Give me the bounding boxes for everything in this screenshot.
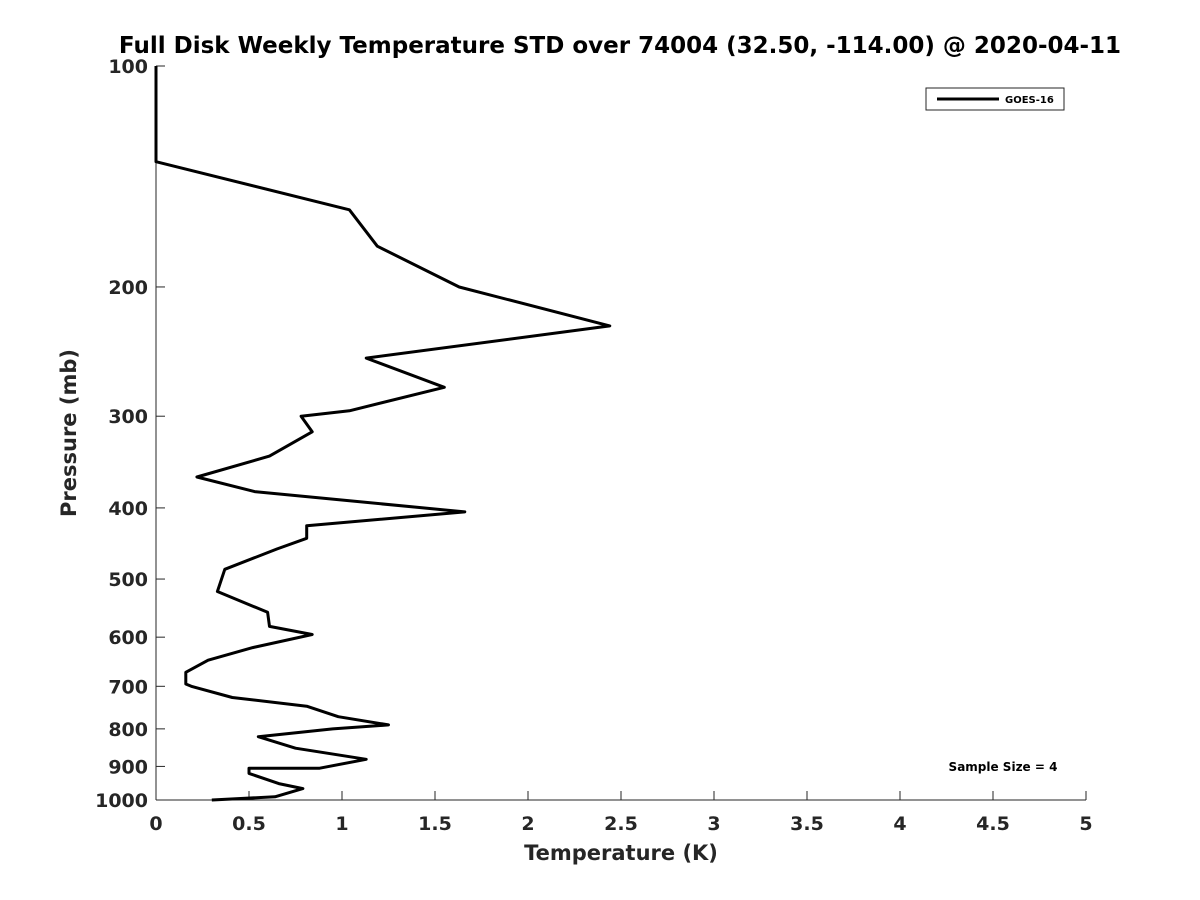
x-tick-label: 4: [893, 813, 906, 835]
y-tick-label: 800: [108, 719, 148, 741]
x-tick-label: 0.5: [232, 813, 266, 835]
x-tick-label: 0: [149, 813, 162, 835]
x-tick-label: 2: [521, 813, 534, 835]
y-tick-label: 100: [108, 56, 148, 78]
y-tick-label: 1000: [95, 790, 148, 812]
series-line-goes-16: [154, 66, 612, 802]
x-axis-label: Temperature (K): [524, 841, 718, 865]
x-tick-label: 3: [707, 813, 720, 835]
y-ticks: 100 200 300 400 500 600 700 800 900 1000: [95, 56, 165, 812]
y-tick-label: 900: [108, 756, 148, 778]
y-tick-label: 400: [108, 498, 148, 520]
legend: GOES-16: [925, 87, 1065, 111]
chart-title: Full Disk Weekly Temperature STD over 74…: [119, 33, 1121, 59]
x-tick-label: 1: [335, 813, 348, 835]
legend-entry-goes-16: GOES-16: [1005, 95, 1054, 106]
sample-size-annotation: Sample Size = 4: [949, 760, 1058, 774]
y-axis-label: Pressure (mb): [57, 349, 81, 517]
x-ticks: 0 0.5 1 1.5 2 2.5 3 3.5 4 4.5 5: [149, 791, 1093, 835]
x-tick-label: 3.5: [790, 813, 824, 835]
y-tick-label: 300: [108, 406, 148, 428]
y-tick-label: 200: [108, 277, 148, 299]
y-tick-label: 600: [108, 627, 148, 649]
series-layer: [154, 66, 612, 802]
x-tick-label: 1.5: [418, 813, 452, 835]
x-tick-label: 4.5: [976, 813, 1010, 835]
x-tick-label: 2.5: [604, 813, 638, 835]
y-tick-label: 500: [108, 569, 148, 591]
x-tick-label: 5: [1079, 813, 1092, 835]
y-tick-label: 700: [108, 676, 148, 698]
